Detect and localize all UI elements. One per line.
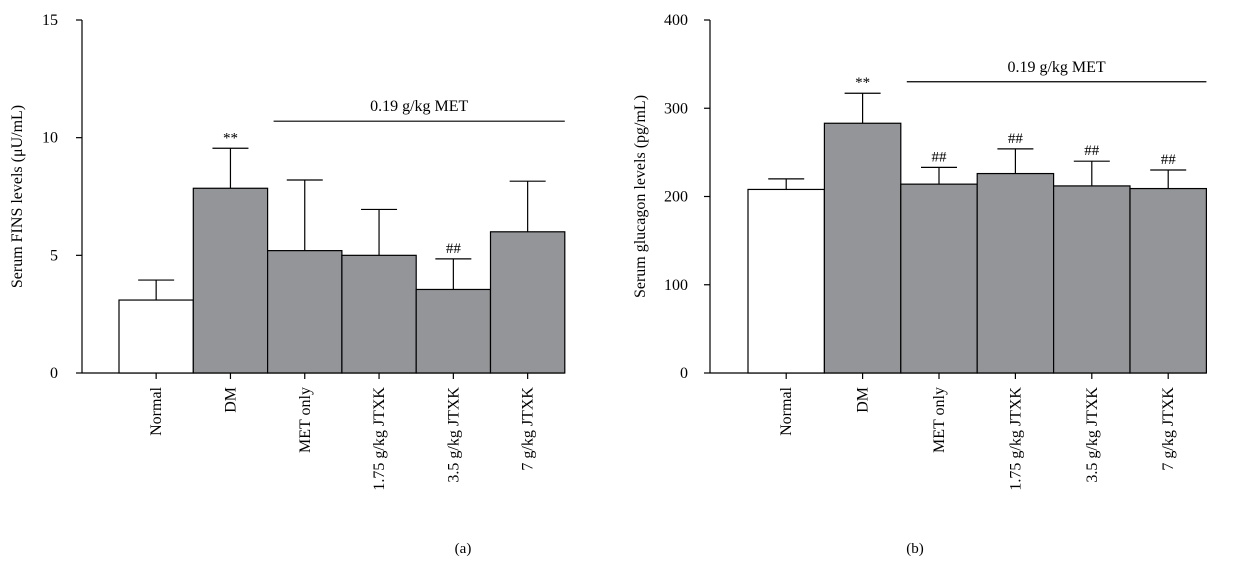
- significance-label: ##: [1008, 131, 1024, 147]
- significance-label: **: [223, 130, 238, 146]
- y-tick-label: 400: [664, 12, 688, 29]
- bar: [1129, 187, 1208, 374]
- x-tick-label: Normal: [778, 386, 795, 435]
- bar: [341, 254, 417, 374]
- y-tick-label: 5: [50, 247, 58, 264]
- y-tick-label: 100: [664, 277, 688, 294]
- significance-label: **: [855, 75, 870, 91]
- y-tick-label: 0: [680, 365, 688, 382]
- x-tick-label: 3.5 g/kg JTXK: [445, 387, 462, 483]
- bar: [118, 299, 194, 374]
- x-tick-label: Normal: [148, 386, 165, 435]
- y-tick-label: 10: [42, 130, 58, 147]
- panel-label: (b): [906, 541, 924, 557]
- x-tick-label: DM: [855, 387, 872, 413]
- y-axis-title: Serum FINS levels (μU/mL): [9, 105, 26, 288]
- y-tick-label: 300: [664, 100, 688, 117]
- treatment-bracket-label: 0.19 g/kg MET: [370, 98, 468, 115]
- bar: [976, 172, 1055, 374]
- x-tick-label: MET only: [297, 387, 314, 453]
- bar: [1052, 185, 1131, 374]
- y-tick-label: 200: [664, 189, 688, 206]
- bar: [489, 231, 566, 374]
- panel-label: (a): [455, 541, 472, 557]
- bar: [192, 187, 269, 374]
- x-tick-label: 1.75 g/kg JTXK: [371, 387, 388, 491]
- bar: [267, 250, 343, 374]
- treatment-bracket-label: 0.19 g/kg MET: [1007, 59, 1105, 76]
- bar: [823, 122, 902, 374]
- bar: [747, 188, 826, 374]
- y-tick-label: 15: [42, 12, 58, 29]
- x-tick-label: 7 g/kg JTXK: [520, 387, 537, 471]
- significance-label: ##: [1161, 152, 1177, 168]
- x-tick-label: 3.5 g/kg JTXK: [1084, 387, 1101, 483]
- x-tick-label: 1.75 g/kg JTXK: [1007, 387, 1024, 491]
- y-axis-title: Serum glucagon levels (pg/mL): [632, 95, 649, 298]
- x-tick-label: 7 g/kg JTXK: [1160, 387, 1177, 471]
- x-tick-label: DM: [222, 387, 239, 413]
- x-tick-label: MET only: [931, 387, 948, 453]
- y-tick-label: 0: [50, 365, 58, 382]
- bar: [900, 183, 978, 374]
- significance-label: ##: [932, 149, 948, 165]
- significance-label: ##: [446, 241, 462, 257]
- bar: [415, 288, 492, 374]
- significance-label: ##: [1084, 143, 1100, 159]
